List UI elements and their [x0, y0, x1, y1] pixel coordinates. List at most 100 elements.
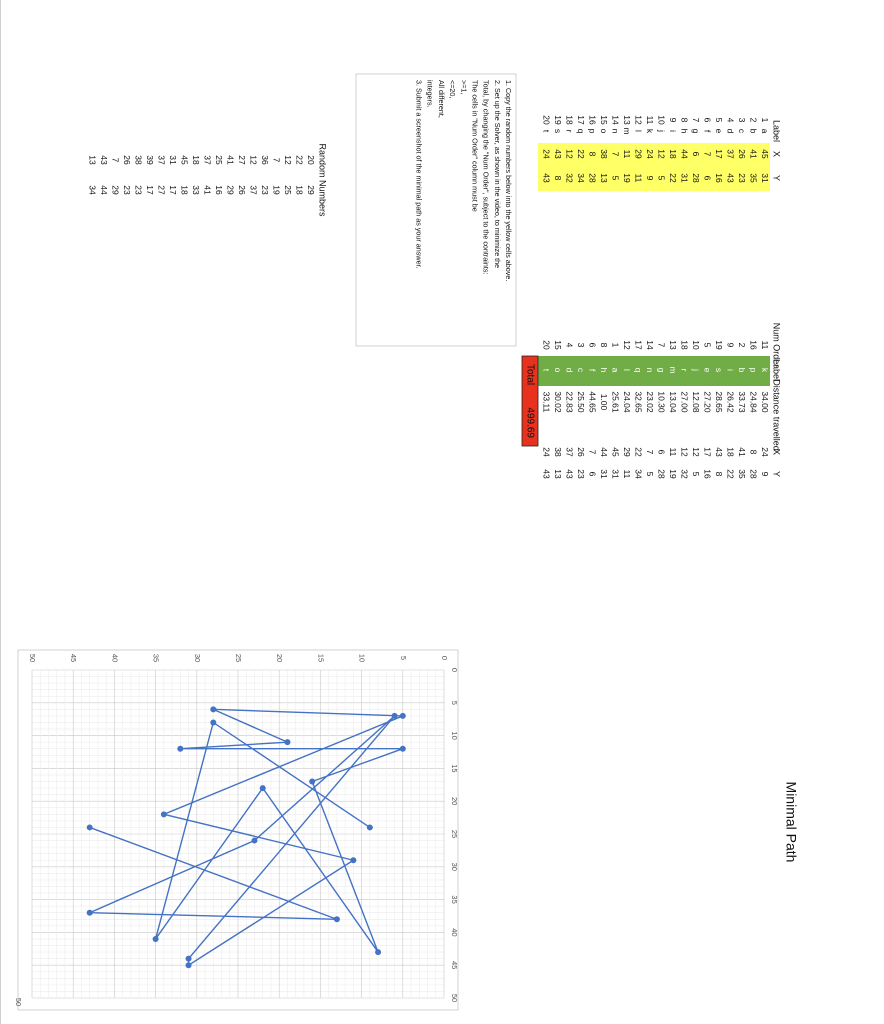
path-label: l — [622, 369, 632, 371]
header-num-order: Num Order — [772, 323, 782, 368]
point-x: 17 — [714, 149, 724, 159]
path-x: 22 — [633, 447, 643, 457]
path-point — [309, 778, 316, 785]
x-tick-label: 20 — [450, 797, 459, 805]
path-label: s — [714, 368, 724, 372]
point-y: 28 — [691, 173, 701, 183]
y-tick-label: 25 — [234, 654, 243, 662]
total-label: Total — [524, 364, 535, 385]
y-tick-label: 50 — [28, 654, 37, 662]
path-y: 28 — [748, 469, 758, 479]
random-number-b: 29 — [225, 185, 235, 195]
row-number: 16 — [587, 115, 597, 125]
distance-value: 24.84 — [748, 391, 758, 413]
distance-value: 27.20 — [702, 391, 712, 413]
row-number: 9 — [668, 118, 678, 123]
path-point — [177, 745, 184, 752]
random-number-a: 26 — [122, 155, 132, 165]
instructions-border — [355, 73, 517, 347]
point-label: a — [760, 129, 770, 134]
path-y: 5 — [645, 472, 655, 477]
path-x: 11 — [668, 448, 678, 457]
point-x: 24 — [645, 149, 655, 159]
path-x: 41 — [737, 447, 747, 457]
point-label: s — [553, 129, 563, 133]
point-label: p — [587, 129, 597, 134]
minimal-path-chart: Minimal Path 0 5 10 15 20 25 30 35 40 45 50 0 5 10 15 20… — [14, 649, 799, 1011]
path-x: 38 — [553, 447, 563, 457]
total-value: 499.69 — [524, 407, 535, 438]
x-tick-label: 30 — [450, 863, 459, 871]
point-y: 19 — [622, 173, 632, 183]
random-number-a: 39 — [145, 155, 155, 165]
header-label: Label — [772, 120, 782, 142]
num-order-value: 12 — [622, 340, 632, 350]
y-tick-label: 20 — [275, 654, 284, 662]
path-label: n — [645, 368, 655, 373]
random-number-b: 18 — [179, 185, 189, 195]
window-left-edge — [0, 0, 1, 1024]
row-number: 15 — [599, 115, 609, 125]
path-point — [391, 712, 398, 719]
num-order-value: 13 — [668, 340, 678, 350]
y-tick-label: 40 — [110, 654, 119, 662]
instruction-line: 1. Copy the random numbers below into th… — [504, 80, 513, 281]
point-y: 34 — [576, 173, 586, 183]
path-label: b — [737, 368, 747, 373]
point-x: 8 — [587, 152, 597, 157]
point-label: l — [633, 130, 643, 132]
random-number-b: 29 — [306, 185, 316, 195]
path-y: 9 — [760, 472, 770, 477]
num-order-value: 5 — [702, 343, 712, 348]
random-number-b: 44 — [99, 185, 109, 195]
path-point — [284, 739, 291, 746]
path-label: o — [553, 368, 563, 373]
random-number-a: 22 — [294, 155, 304, 165]
path-x: 7 — [587, 450, 597, 455]
path-label: i — [725, 369, 735, 371]
num-order-value: 14 — [645, 340, 655, 350]
row-number: 17 — [576, 115, 586, 125]
path-y: 32 — [679, 469, 689, 479]
path-x: 7 — [645, 450, 655, 455]
random-numbers-title: Random Numbers — [318, 143, 328, 217]
point-x: 7 — [702, 152, 712, 157]
row-number: 10 — [656, 115, 666, 125]
random-number-b: 23 — [122, 185, 132, 195]
x-tick-label: 15 — [450, 764, 459, 772]
point-y: 9 — [645, 176, 655, 181]
path-label: k — [760, 368, 770, 373]
distance-value: 22.83 — [564, 391, 574, 413]
point-label: i — [668, 130, 678, 132]
point-x: 41 — [748, 149, 758, 159]
num-order-value: 15 — [553, 340, 563, 350]
path-x: 12 — [691, 447, 701, 457]
path-label: r — [679, 369, 689, 372]
distance-value: 28.65 — [714, 391, 724, 413]
point-y: 28 — [587, 173, 597, 183]
x-tick-label: 50 — [450, 994, 459, 1002]
point-x: 44 — [679, 149, 689, 159]
header-x: X — [772, 151, 782, 157]
distance-value: 27.00 — [679, 391, 689, 413]
distance-value: 44.65 — [587, 391, 597, 413]
path-y: 11 — [622, 470, 632, 479]
path-point — [399, 745, 406, 752]
path-label: h — [599, 368, 609, 373]
distance-value: 1.00 — [599, 394, 609, 411]
row-number: 7 — [691, 118, 701, 123]
path-x: 24 — [760, 447, 770, 457]
path-y: 35 — [737, 469, 747, 479]
path-point — [259, 785, 266, 792]
random-number-b: 26 — [237, 185, 247, 195]
distance-value: 33.11 — [541, 392, 551, 413]
path-x: 12 — [679, 447, 689, 457]
path-y: 31 — [610, 469, 620, 479]
random-number-a: 13 — [87, 155, 97, 165]
path-point — [185, 955, 192, 962]
num-order-value: 11 — [760, 341, 770, 350]
instructions-box: 1. Copy the random numbers below into th… — [355, 73, 517, 347]
yellow-input-cells — [538, 143, 770, 191]
